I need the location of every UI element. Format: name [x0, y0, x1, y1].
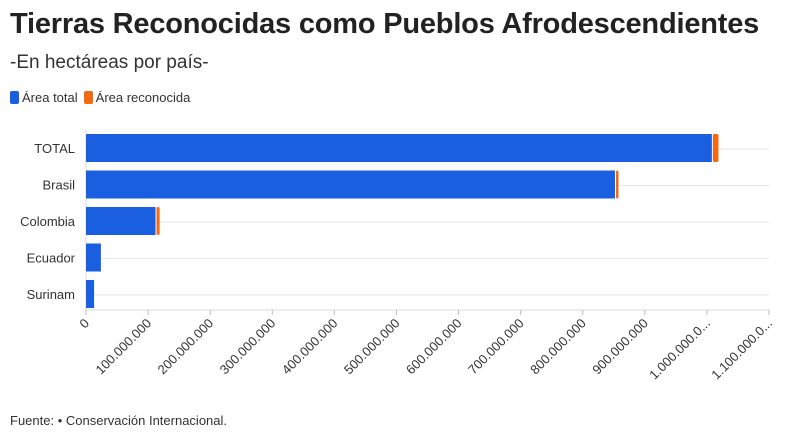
bar-total-area-reconocida — [712, 134, 719, 162]
bar-brasil-area-total — [86, 170, 616, 199]
x-tick-label: 100.000.000 — [92, 316, 154, 378]
x-tick-label: 200.000.000 — [155, 316, 217, 378]
x-tick-label: 0 — [76, 316, 92, 332]
chart-subtitle: -En hectáreas por país- — [10, 52, 209, 73]
bar-ecuador-area-total — [86, 243, 101, 272]
x-tick-label: 900.000.000 — [589, 316, 651, 378]
x-tick-label: 400.000.000 — [279, 316, 341, 378]
x-tick-label: 600.000.000 — [403, 316, 465, 378]
chart-title: Tierras Reconocidas como Pueblos Afrodes… — [10, 8, 760, 40]
y-tick-label: Ecuador — [27, 251, 76, 266]
y-tick-label: Surinam — [27, 287, 75, 302]
legend-item-area-reconocida[interactable]: Área reconocida — [83, 90, 191, 105]
source-note: Fuente: • Conservación Internacional. — [10, 413, 228, 428]
legend-item-area-total[interactable]: Área total — [10, 90, 78, 105]
chart-legend: Área total Área reconocida — [10, 90, 196, 105]
y-tick-label: TOTAL — [34, 141, 75, 156]
legend-swatch-area-total — [10, 91, 19, 104]
legend-label-area-total: Área total — [22, 90, 78, 105]
legend-swatch-area-reconocida — [83, 91, 93, 104]
bar-total-area-total — [86, 134, 712, 162]
x-tick-label: 1.100.000.0... — [708, 316, 775, 383]
bar-brasil-area-reconocida — [616, 170, 619, 199]
x-tick-label: 300.000.000 — [217, 316, 279, 378]
x-tick-label: 500.000.000 — [341, 316, 403, 378]
legend-label-area-reconocida: Área reconocida — [95, 90, 191, 105]
x-tick-label: 1.000.000.0... — [646, 316, 713, 383]
bar-surinam-area-total — [86, 280, 95, 308]
x-tick-label: 800.000.000 — [527, 316, 589, 378]
bar-colombia-area-total — [86, 207, 156, 235]
bar-colombia-area-reconocida — [156, 207, 160, 235]
y-tick-label: Brasil — [42, 178, 75, 193]
x-tick-label: 700.000.000 — [465, 316, 527, 378]
y-tick-label: Colombia — [20, 214, 76, 229]
